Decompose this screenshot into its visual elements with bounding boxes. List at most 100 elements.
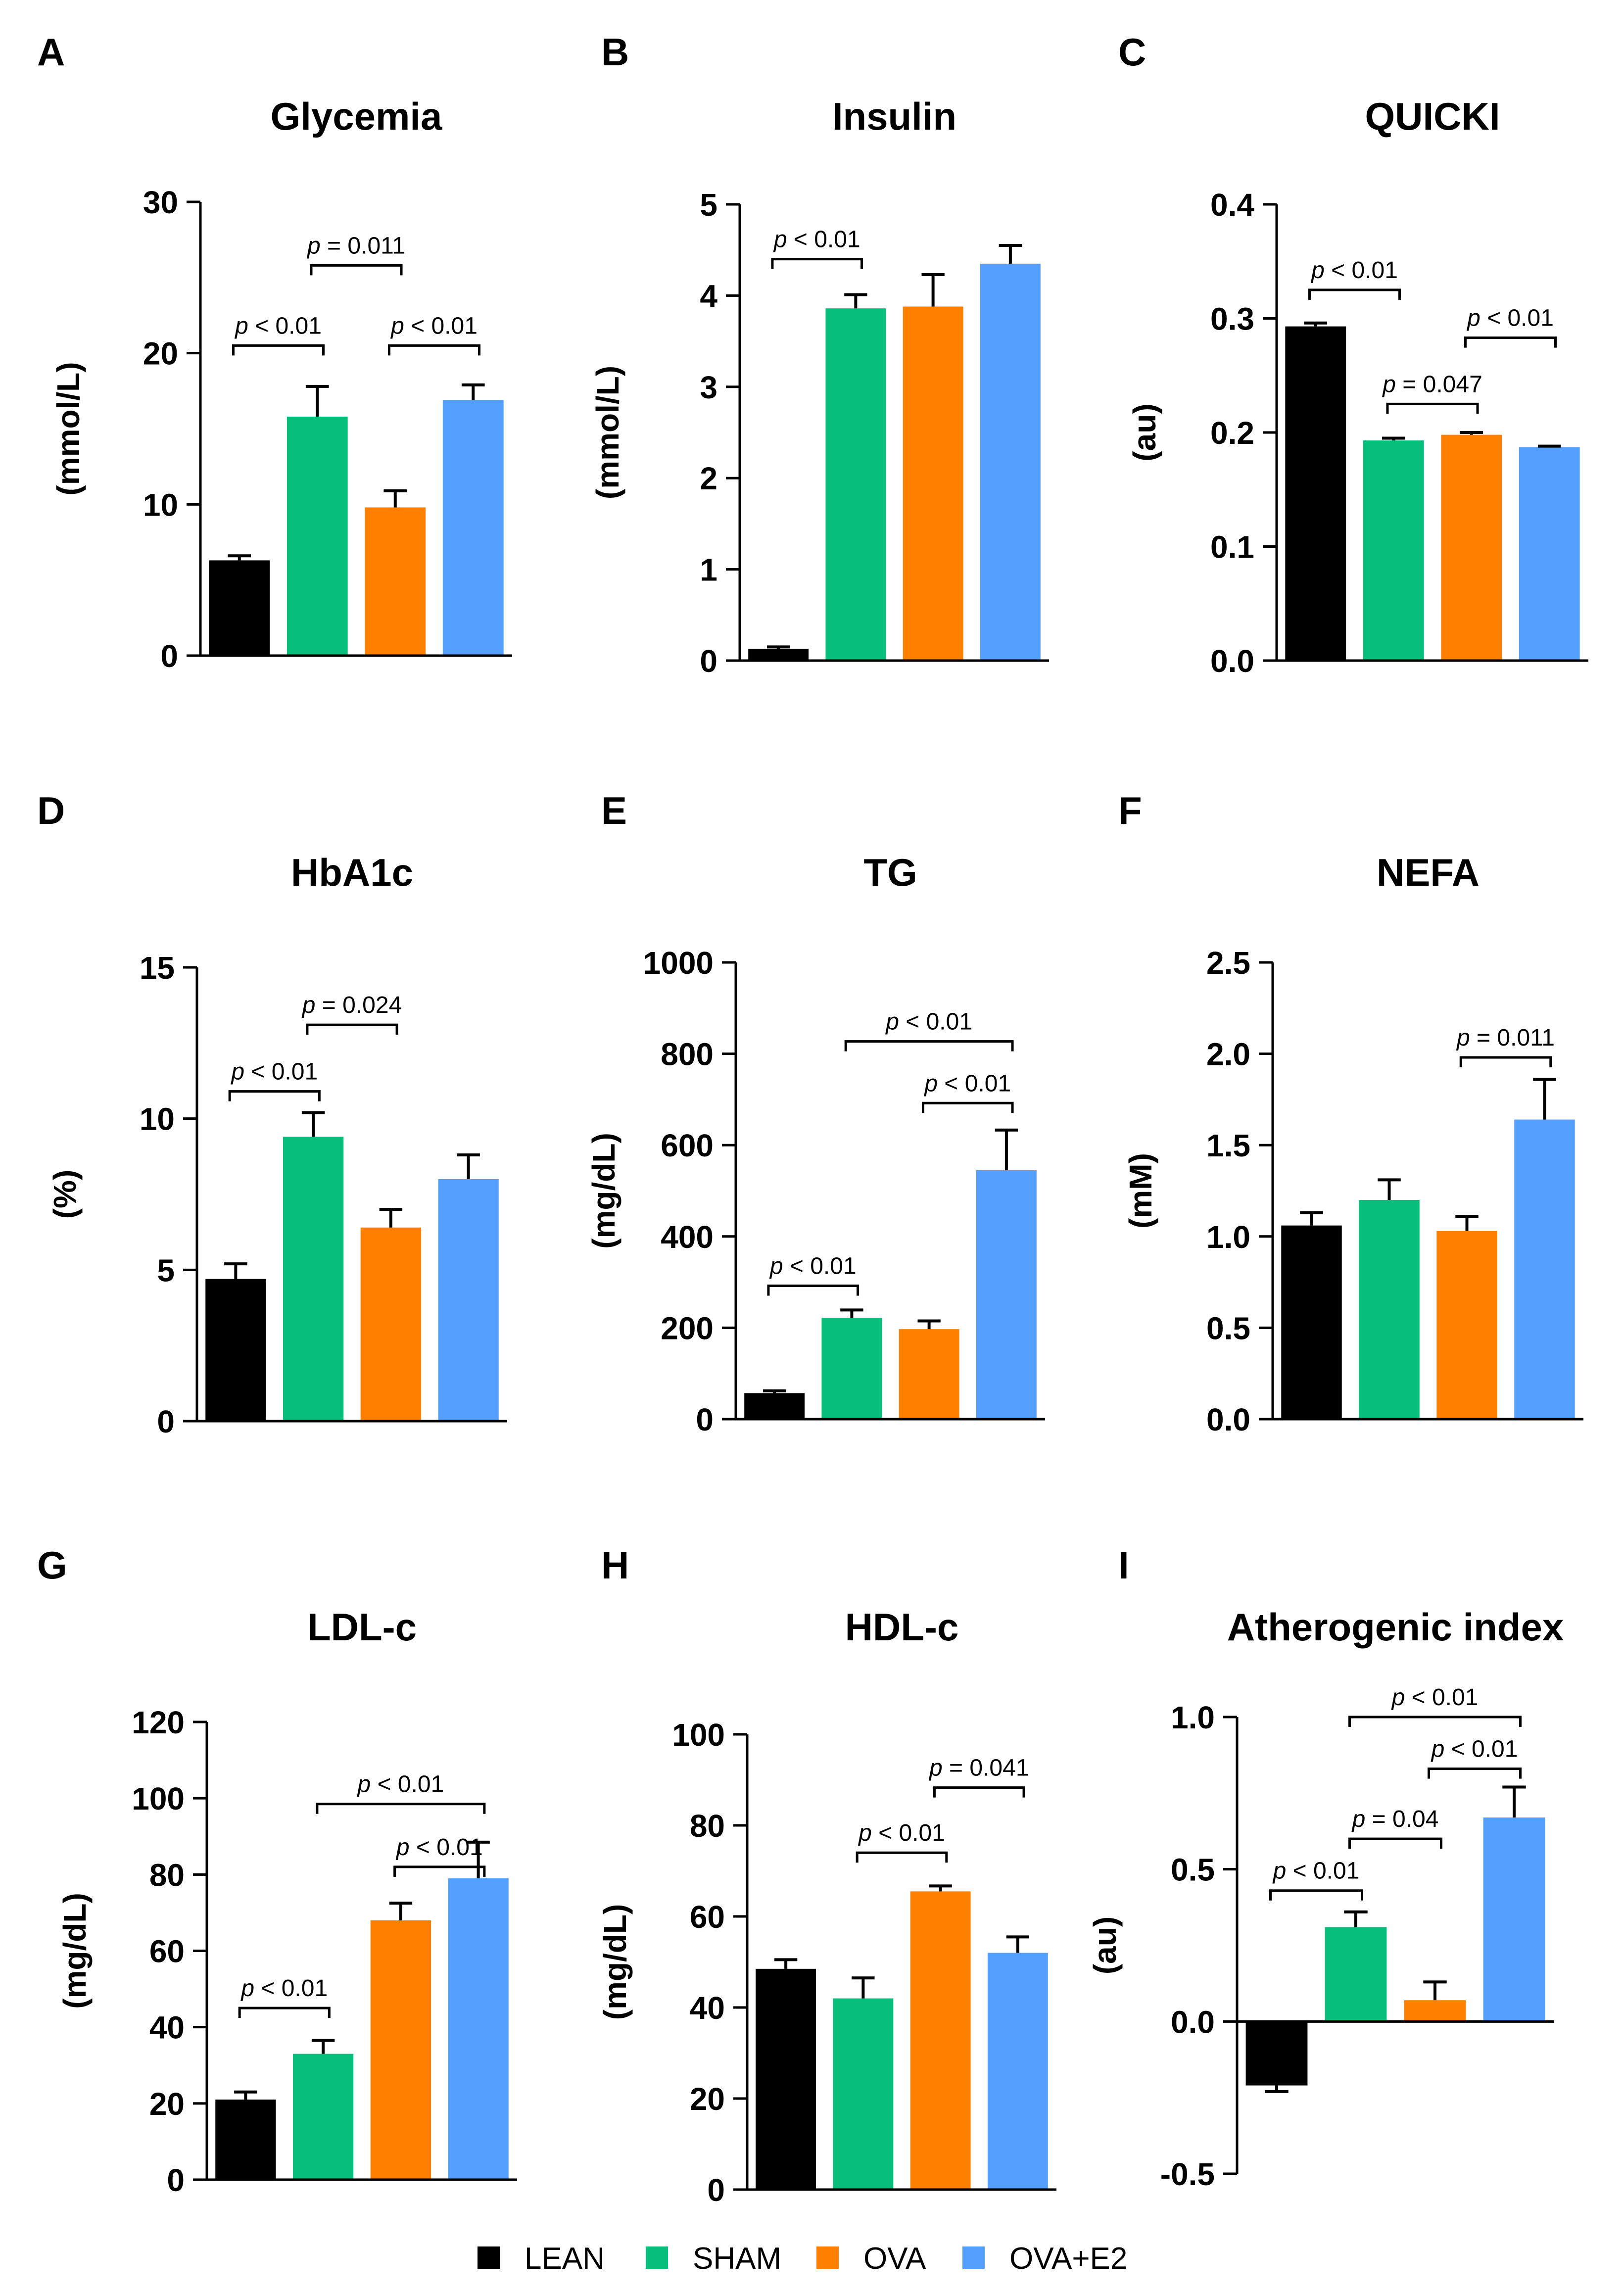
bar-ova+e2: [448, 1878, 509, 2180]
significance-bracket: p < 0.01: [771, 227, 863, 269]
panel-letter: G: [37, 1543, 67, 1587]
error-bar-sham: [840, 1308, 863, 1318]
error-bar-sham: [1378, 1178, 1401, 1200]
panel-letter: A: [37, 30, 65, 74]
panel-title: LDL-c: [307, 1605, 417, 1649]
panel-title: NEFA: [1377, 851, 1480, 894]
bar-ova: [899, 1329, 959, 1419]
panel-title: HbA1c: [291, 851, 413, 894]
p-value-label: p < 0.01: [1391, 1684, 1479, 1711]
y-tick-label: 1.5: [1206, 1128, 1250, 1163]
error-bar-lean: [766, 645, 790, 649]
error-bar-ova: [379, 1208, 403, 1228]
panel-d: D HbA1c (%) 0 5 10 15 p < 0.01 p = 0.024: [37, 789, 507, 1439]
bar-ova: [365, 507, 426, 656]
panel-letter: I: [1118, 1543, 1129, 1587]
y-tick-label: 1.0: [1206, 1219, 1250, 1255]
y-axis-label: (%): [47, 1170, 83, 1219]
bracket-line: [844, 1040, 1014, 1051]
y-tick-label: -0.5: [1160, 2156, 1215, 2192]
y-tick-label: 0: [160, 638, 178, 674]
bar-lean: [1281, 1225, 1342, 1419]
bar-lean: [744, 1393, 805, 1419]
significance-bracket: p = 0.011: [1456, 1025, 1555, 1067]
error-bar-ova+e2: [467, 1840, 490, 1879]
y-tick-label: 20: [690, 2081, 725, 2117]
panel-b: B Insulin (mmol/L) 0 1 2 3 4 5 p < 0.01: [590, 30, 1049, 679]
y-tick-label: 0.3: [1210, 301, 1254, 337]
significance-bracket: p = 0.011: [306, 233, 405, 276]
y-tick-label: 0: [157, 1404, 175, 1439]
bar-lean: [748, 649, 809, 661]
panel-g: G LDL-c (mg/dL) 0 20 40 60 80 100 120 p < 0.01 p < …: [37, 1543, 517, 2198]
legend-swatch: [816, 2246, 839, 2269]
significance-bracket: p < 0.01: [238, 1975, 331, 2018]
bar-sham: [1359, 1199, 1420, 1419]
bracket-line: [1308, 288, 1401, 300]
y-tick-label: 3: [700, 370, 717, 405]
significance-bracket: p < 0.01: [856, 1820, 948, 1863]
bracket-line: [387, 344, 481, 356]
y-tick-label: 120: [132, 1705, 185, 1740]
bar-ova: [1436, 1231, 1497, 1419]
error-bar-ova: [921, 273, 945, 307]
error-bar-ova: [929, 1884, 952, 1892]
bar-ova: [360, 1227, 422, 1421]
y-tick-label: 10: [143, 487, 178, 523]
panel-letter: H: [601, 1543, 629, 1587]
legend-item-ova-e2: OVA+E2: [962, 2242, 1127, 2276]
error-bar-sham: [844, 293, 867, 309]
bar-lean: [205, 1279, 266, 1421]
panel-title: QUICKI: [1365, 95, 1500, 138]
bracket-line: [771, 258, 863, 269]
significance-bracket: p = 0.04: [1348, 1806, 1442, 1849]
error-bar-lean: [763, 1389, 786, 1393]
y-tick-label: 60: [690, 1899, 725, 1935]
panel-title: Atherogenic index: [1227, 1605, 1564, 1649]
y-tick-label: 20: [143, 336, 178, 372]
error-bar-ova: [389, 1902, 413, 1920]
error-bar-ova: [1455, 1215, 1479, 1231]
bar-lean: [209, 560, 270, 656]
error-bar-ova+e2: [1533, 1078, 1556, 1120]
bar-sham: [833, 1998, 894, 2190]
panel-letter: D: [37, 789, 65, 832]
bar-sham: [1325, 1927, 1387, 2022]
y-tick-label: 2: [700, 461, 717, 496]
error-bar-lean: [1304, 321, 1328, 327]
p-value-label: p = 0.024: [301, 992, 402, 1018]
y-tick-label: 0: [167, 2162, 185, 2198]
bar-ova+e2: [1514, 1119, 1575, 1419]
legend-label: OVA+E2: [1009, 2242, 1127, 2276]
p-value-label: p = 0.011: [306, 233, 405, 259]
p-value-label: p = 0.04: [1351, 1806, 1439, 1832]
bar-sham: [1363, 440, 1424, 661]
legend-item-sham: SHAM: [646, 2242, 781, 2276]
bar-sham: [821, 1318, 882, 1419]
significance-bracket: p < 0.01: [393, 1834, 486, 1877]
p-value-label: p < 0.01: [395, 1834, 483, 1861]
bar-ova+e2: [987, 1953, 1048, 2190]
p-value-label: p < 0.01: [923, 1070, 1011, 1097]
panel-e: E TG (mg/dL) 0 200 400 600 800 1000 p < 0.01 p < 0…: [586, 789, 1045, 1437]
p-value-label: p < 0.01: [773, 227, 860, 253]
bar-lean: [1285, 326, 1346, 661]
p-value-label: p = 0.047: [1382, 371, 1482, 397]
y-tick-label: 0.5: [1206, 1310, 1250, 1346]
y-tick-label: 0.2: [1210, 415, 1254, 451]
panel-letter: E: [601, 789, 627, 832]
bracket-line: [1269, 1889, 1363, 1901]
legend-label: OVA: [863, 2242, 926, 2276]
y-tick-label: 5: [157, 1252, 175, 1288]
legend-item-ova: OVA: [816, 2242, 926, 2276]
error-bar-ova+e2: [1502, 1785, 1526, 1818]
legend-swatch: [478, 2246, 500, 2269]
bar-lean: [215, 2100, 276, 2180]
significance-bracket: p < 0.01: [1269, 1858, 1363, 1901]
significance-bracket: p < 0.01: [1428, 1736, 1522, 1779]
error-bar-lean: [774, 1958, 798, 1969]
p-value-label: p = 0.041: [928, 1755, 1029, 1781]
y-axis-label: (au): [1127, 403, 1162, 461]
y-tick-label: 40: [690, 1990, 725, 2026]
bracket-line: [1348, 1716, 1522, 1727]
